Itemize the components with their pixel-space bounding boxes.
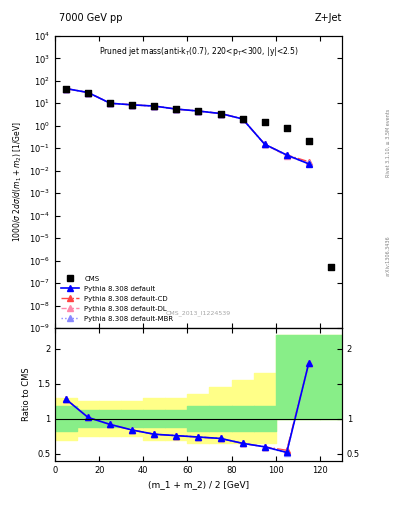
CMS [261, 118, 268, 126]
Pythia 8.308 default [196, 108, 201, 114]
Pythia 8.308 default-CD [218, 111, 223, 117]
Pythia 8.308 default-MBR [130, 102, 135, 108]
Pythia 8.308 default [218, 111, 223, 117]
Pythia 8.308 default-DL [174, 106, 179, 112]
Pythia 8.308 default [240, 116, 245, 122]
Pythia 8.308 default-CD [130, 102, 135, 108]
Pythia 8.308 default-DL [240, 116, 245, 122]
Pythia 8.308 default-DL [262, 141, 267, 147]
Pythia 8.308 default-CD [240, 116, 245, 122]
Pythia 8.308 default-DL [218, 111, 223, 117]
Pythia 8.308 default-MBR [196, 108, 201, 114]
CMS [328, 263, 334, 271]
Pythia 8.308 default [108, 100, 112, 106]
Pythia 8.308 default-DL [86, 90, 90, 96]
Pythia 8.308 default-CD [108, 100, 112, 106]
Text: Z+Jet: Z+Jet [314, 13, 342, 23]
Pythia 8.308 default [64, 86, 68, 92]
Pythia 8.308 default-DL [108, 100, 112, 106]
Pythia 8.308 default-DL [130, 102, 135, 108]
Line: Pythia 8.308 default-DL: Pythia 8.308 default-DL [63, 86, 312, 166]
Pythia 8.308 default-CD [196, 108, 201, 114]
CMS [107, 99, 113, 108]
CMS [217, 110, 224, 118]
Pythia 8.308 default [307, 161, 311, 167]
Pythia 8.308 default-DL [64, 86, 68, 92]
Pythia 8.308 default [285, 152, 289, 158]
Pythia 8.308 default-CD [307, 159, 311, 165]
Text: 7000 GeV pp: 7000 GeV pp [59, 13, 123, 23]
Line: Pythia 8.308 default: Pythia 8.308 default [63, 86, 312, 167]
CMS [195, 107, 202, 115]
CMS [239, 115, 246, 123]
CMS [85, 89, 91, 97]
Pythia 8.308 default [152, 103, 157, 109]
Pythia 8.308 default-MBR [86, 90, 90, 96]
CMS [151, 102, 158, 110]
Pythia 8.308 default-CD [174, 106, 179, 112]
Line: Pythia 8.308 default-CD: Pythia 8.308 default-CD [63, 86, 312, 164]
Pythia 8.308 default-CD [152, 103, 157, 109]
Text: arXiv:1306.3436: arXiv:1306.3436 [386, 236, 391, 276]
Pythia 8.308 default-DL [152, 103, 157, 109]
CMS [306, 137, 312, 145]
Pythia 8.308 default-MBR [174, 106, 179, 112]
Pythia 8.308 default-DL [196, 108, 201, 114]
Text: Rivet 3.1.10, ≥ 3.5M events: Rivet 3.1.10, ≥ 3.5M events [386, 109, 391, 178]
CMS [284, 124, 290, 132]
Text: Pruned jet mass(anti-k$_T$(0.7), 220<p$_T$<300, |y|<2.5): Pruned jet mass(anti-k$_T$(0.7), 220<p$_… [99, 45, 298, 58]
Pythia 8.308 default [130, 102, 135, 108]
Text: CMS_2013_I1224539: CMS_2013_I1224539 [166, 311, 231, 316]
Legend: CMS, Pythia 8.308 default, Pythia 8.308 default-CD, Pythia 8.308 default-DL, Pyt: CMS, Pythia 8.308 default, Pythia 8.308 … [59, 273, 176, 325]
Pythia 8.308 default-MBR [285, 152, 289, 158]
Pythia 8.308 default-MBR [218, 111, 223, 117]
Pythia 8.308 default-MBR [240, 116, 245, 122]
Y-axis label: $1000/\sigma\;2d\sigma/d(m_1+m_2)\;[1/\mathrm{GeV}]$: $1000/\sigma\;2d\sigma/d(m_1+m_2)\;[1/\m… [11, 121, 24, 242]
Line: Pythia 8.308 default-MBR: Pythia 8.308 default-MBR [63, 86, 312, 166]
CMS [63, 84, 69, 93]
X-axis label: (m_1 + m_2) / 2 [GeV]: (m_1 + m_2) / 2 [GeV] [148, 480, 249, 489]
Pythia 8.308 default-DL [307, 160, 311, 166]
Pythia 8.308 default-CD [285, 152, 289, 158]
Pythia 8.308 default-MBR [152, 103, 157, 109]
Pythia 8.308 default [262, 141, 267, 147]
Pythia 8.308 default [86, 90, 90, 96]
Pythia 8.308 default [174, 106, 179, 112]
CMS [129, 101, 136, 109]
Pythia 8.308 default-CD [262, 141, 267, 147]
Y-axis label: Ratio to CMS: Ratio to CMS [22, 368, 31, 421]
Pythia 8.308 default-DL [285, 153, 289, 159]
Pythia 8.308 default-MBR [262, 141, 267, 147]
Pythia 8.308 default-MBR [64, 86, 68, 92]
Pythia 8.308 default-MBR [307, 160, 311, 166]
Pythia 8.308 default-CD [64, 86, 68, 92]
Pythia 8.308 default-CD [86, 90, 90, 96]
Pythia 8.308 default-MBR [108, 100, 112, 106]
CMS [173, 105, 180, 113]
